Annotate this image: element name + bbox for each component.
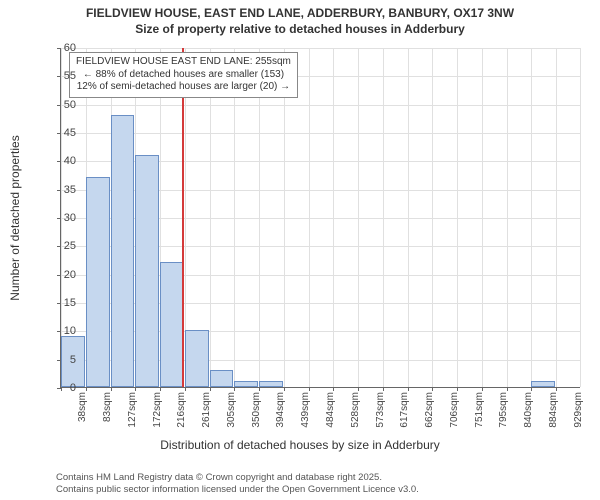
annotation-line: 12% of semi-detached houses are larger (… bbox=[76, 81, 291, 94]
xtick-mark bbox=[86, 387, 87, 391]
page-title-line2: Size of property relative to detached ho… bbox=[0, 20, 600, 36]
gridline-v bbox=[210, 48, 211, 387]
xtick-label: 439sqm bbox=[300, 392, 311, 428]
xtick-mark bbox=[135, 387, 136, 391]
ytick-label: 5 bbox=[46, 354, 76, 366]
annotation-box: FIELDVIEW HOUSE EAST END LANE: 255sqm← 8… bbox=[69, 52, 298, 98]
ytick-label: 55 bbox=[46, 70, 76, 82]
gridline-h bbox=[61, 105, 580, 106]
ytick-label: 20 bbox=[46, 269, 76, 281]
xtick-label: 305sqm bbox=[226, 392, 237, 428]
histogram-bar bbox=[111, 115, 135, 387]
xtick-label: 617sqm bbox=[399, 392, 410, 428]
xtick-mark bbox=[333, 387, 334, 391]
xtick-mark bbox=[531, 387, 532, 391]
xtick-label: 884sqm bbox=[548, 392, 559, 428]
xtick-mark bbox=[457, 387, 458, 391]
ytick-label: 35 bbox=[46, 184, 76, 196]
xtick-mark bbox=[556, 387, 557, 391]
footer-attribution: Contains HM Land Registry data © Crown c… bbox=[56, 472, 419, 496]
gridline-v bbox=[482, 48, 483, 387]
page-title-line1: FIELDVIEW HOUSE, EAST END LANE, ADDERBUR… bbox=[0, 0, 600, 20]
y-axis-label: Number of detached properties bbox=[8, 135, 22, 300]
gridline-v bbox=[284, 48, 285, 387]
histogram-bar bbox=[86, 177, 110, 387]
xtick-label: 172sqm bbox=[152, 392, 163, 428]
xtick-mark bbox=[383, 387, 384, 391]
xtick-label: 484sqm bbox=[325, 392, 336, 428]
ytick-label: 30 bbox=[46, 212, 76, 224]
xtick-label: 350sqm bbox=[251, 392, 262, 428]
histogram-bar bbox=[531, 381, 555, 387]
xtick-label: 83sqm bbox=[102, 392, 113, 422]
plot-frame: 38sqm83sqm127sqm172sqm216sqm261sqm305sqm… bbox=[60, 48, 580, 388]
gridline-v bbox=[234, 48, 235, 387]
ytick-label: 45 bbox=[46, 127, 76, 139]
gridline-h bbox=[61, 48, 580, 49]
xtick-label: 706sqm bbox=[449, 392, 460, 428]
footer-line2: Contains public sector information licen… bbox=[56, 484, 419, 496]
gridline-v bbox=[333, 48, 334, 387]
xtick-label: 573sqm bbox=[375, 392, 386, 428]
xtick-label: 261sqm bbox=[201, 392, 212, 428]
ytick-label: 10 bbox=[46, 325, 76, 337]
gridline-v bbox=[531, 48, 532, 387]
ytick-label: 25 bbox=[46, 240, 76, 252]
ytick-label: 50 bbox=[46, 99, 76, 111]
histogram-bar bbox=[234, 381, 258, 387]
xtick-mark bbox=[111, 387, 112, 391]
annotation-line: FIELDVIEW HOUSE EAST END LANE: 255sqm bbox=[76, 56, 291, 69]
ytick-label: 60 bbox=[46, 42, 76, 54]
xtick-label: 840sqm bbox=[523, 392, 534, 428]
gridline-v bbox=[556, 48, 557, 387]
histogram-bar bbox=[185, 330, 209, 387]
gridline-v bbox=[358, 48, 359, 387]
xtick-mark bbox=[507, 387, 508, 391]
histogram-bar bbox=[210, 370, 234, 387]
xtick-label: 528sqm bbox=[350, 392, 361, 428]
histogram-bar bbox=[259, 381, 283, 387]
gridline-v bbox=[580, 48, 581, 387]
gridline-v bbox=[259, 48, 260, 387]
chart-plot-area: 38sqm83sqm127sqm172sqm216sqm261sqm305sqm… bbox=[60, 48, 580, 388]
xtick-label: 751sqm bbox=[474, 392, 485, 428]
gridline-h bbox=[61, 133, 580, 134]
gridline-v bbox=[457, 48, 458, 387]
gridline-v bbox=[507, 48, 508, 387]
ytick-label: 15 bbox=[46, 297, 76, 309]
xtick-label: 127sqm bbox=[127, 392, 138, 428]
xtick-mark bbox=[408, 387, 409, 391]
footer-line1: Contains HM Land Registry data © Crown c… bbox=[56, 472, 419, 484]
xtick-label: 394sqm bbox=[275, 392, 286, 428]
xtick-label: 38sqm bbox=[77, 392, 88, 422]
xtick-label: 662sqm bbox=[424, 392, 435, 428]
xtick-label: 216sqm bbox=[176, 392, 187, 428]
x-axis-label: Distribution of detached houses by size … bbox=[0, 438, 600, 452]
xtick-mark bbox=[309, 387, 310, 391]
gridline-v bbox=[309, 48, 310, 387]
xtick-label: 929sqm bbox=[573, 392, 584, 428]
gridline-v bbox=[408, 48, 409, 387]
histogram-bar bbox=[160, 262, 184, 387]
xtick-label: 795sqm bbox=[498, 392, 509, 428]
xtick-mark bbox=[284, 387, 285, 391]
xtick-mark bbox=[482, 387, 483, 391]
ytick-label: 40 bbox=[46, 155, 76, 167]
xtick-mark bbox=[259, 387, 260, 391]
gridline-v bbox=[432, 48, 433, 387]
xtick-mark bbox=[358, 387, 359, 391]
annotation-line: ← 88% of detached houses are smaller (15… bbox=[76, 69, 291, 82]
xtick-mark bbox=[432, 387, 433, 391]
histogram-bar bbox=[135, 155, 159, 387]
reference-line bbox=[182, 48, 184, 387]
ytick-label: 0 bbox=[46, 382, 76, 394]
xtick-mark bbox=[160, 387, 161, 391]
xtick-mark bbox=[210, 387, 211, 391]
xtick-mark bbox=[185, 387, 186, 391]
xtick-mark bbox=[234, 387, 235, 391]
gridline-v bbox=[383, 48, 384, 387]
